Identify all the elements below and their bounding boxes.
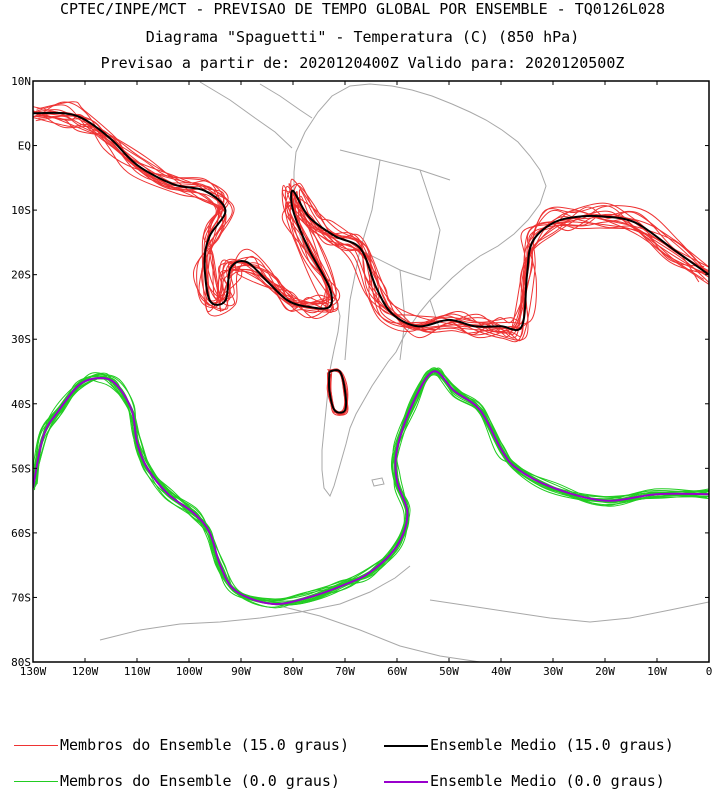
red-member-contour <box>38 115 707 331</box>
lat-tick-label: 20S <box>11 269 31 282</box>
legend-black-mean-label: Ensemble Medio (15.0 graus) <box>430 736 674 754</box>
lat-tick-label: 70S <box>11 591 31 604</box>
legend-green-members: Membros do Ensemble (0.0 graus) <box>14 772 340 790</box>
green-member-contour <box>34 367 709 605</box>
green-member-contour <box>33 368 709 604</box>
lat-tick-label: 40S <box>11 398 31 411</box>
green-member-contour <box>35 369 707 606</box>
red-member-contour <box>36 101 709 329</box>
lon-tick-label: 130W <box>20 665 47 678</box>
legend-red-members: Membros do Ensemble (15.0 graus) <box>14 736 349 754</box>
red-member-swatch <box>14 745 58 746</box>
falkland-islands <box>371 477 385 487</box>
lon-tick-label: 40W <box>491 665 511 678</box>
legend-green-members-label: Membros do Ensemble (0.0 graus) <box>60 772 340 790</box>
lon-tick-label: 10W <box>647 665 667 678</box>
black-mean-island-contour <box>328 369 347 414</box>
lon-tick-label: 90W <box>231 665 251 678</box>
lat-tick-label: EQ <box>18 140 31 153</box>
lat-tick-label: 10N <box>11 75 31 88</box>
antarctica-coastline <box>99 565 709 662</box>
red-member-contour <box>39 111 704 334</box>
legend-purple-mean-label: Ensemble Medio (0.0 graus) <box>430 772 665 790</box>
lon-tick-label: 0 <box>706 665 713 678</box>
red-member-contour <box>33 115 705 339</box>
title-line-1: CPTEC/INPE/MCT - PREVISAO DE TEMPO GLOBA… <box>59 0 666 18</box>
lon-tick-label: 120W <box>72 665 99 678</box>
lon-tick-label: 60W <box>387 665 407 678</box>
lat-tick-label: 80S <box>11 656 31 669</box>
green-member-contour <box>36 372 707 605</box>
country-borders <box>339 149 451 361</box>
red-member-contours <box>33 101 709 416</box>
red-member-contour <box>33 117 709 336</box>
coastline-layer <box>99 81 709 662</box>
lat-tick-label: 30S <box>11 333 31 346</box>
black-mean-contour <box>33 111 709 332</box>
lon-tick-label: 20W <box>595 665 615 678</box>
black-mean-swatch <box>384 744 428 747</box>
purple-mean-contour <box>33 370 709 606</box>
lon-tick-label: 70W <box>335 665 355 678</box>
title-line-2: Diagrama "Spaguetti" - Temperatura (C) (… <box>145 28 580 46</box>
red-member-contour <box>35 113 700 339</box>
lon-tick-label: 110W <box>124 665 151 678</box>
plot-frame <box>32 80 710 663</box>
green-member-contour <box>33 367 709 601</box>
legend-red-members-label: Membros do Ensemble (15.0 graus) <box>60 736 349 754</box>
lon-tick-label: 100W <box>176 665 203 678</box>
lon-tick-label: 30W <box>543 665 563 678</box>
mean-contours <box>33 111 709 606</box>
lon-tick-label: 50W <box>439 665 459 678</box>
lat-tick-label: 60S <box>11 527 31 540</box>
legend-purple-mean: Ensemble Medio (0.0 graus) <box>384 772 665 790</box>
lat-tick-label: 50S <box>11 462 31 475</box>
lat-tick-label: 10S <box>11 204 31 217</box>
title-line-3: Previsao a partir de: 2020120400Z Valido… <box>100 54 625 72</box>
central-america-coastline <box>199 81 313 149</box>
purple-mean-swatch <box>384 780 428 783</box>
green-member-swatch <box>14 781 58 782</box>
south-america-coastline <box>293 83 547 498</box>
lon-tick-label: 80W <box>283 665 303 678</box>
legend-black-mean: Ensemble Medio (15.0 graus) <box>384 736 674 754</box>
